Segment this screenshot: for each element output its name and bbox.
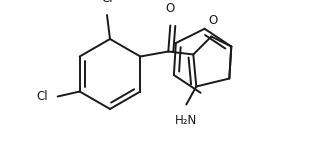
Text: O: O <box>166 2 175 16</box>
Text: Cl: Cl <box>101 0 113 5</box>
Text: Cl: Cl <box>36 90 48 103</box>
Text: O: O <box>209 14 218 28</box>
Text: H₂N: H₂N <box>175 115 198 128</box>
